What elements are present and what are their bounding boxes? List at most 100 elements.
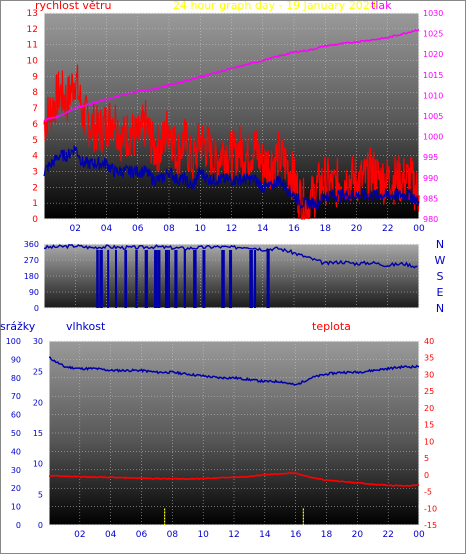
temperature-y-tick: -10 <box>424 504 437 513</box>
temperature-y-tick: -5 <box>424 488 432 497</box>
wind-y-tick: 9 <box>32 72 38 82</box>
wind-series-line <box>43 145 420 211</box>
wind-y-tick: 8 <box>32 88 38 98</box>
humidity-temperature-panel: 0102030405060708090100051015202530-15-10… <box>0 320 437 540</box>
graph-title: 24 hour graph day - 19 January 2024 <box>173 0 377 12</box>
wind-x-tick: 02 <box>70 224 81 234</box>
wind-x-tick: 14 <box>257 224 269 234</box>
wind-x-tick: 00 <box>413 224 425 234</box>
rain-y-tick: 10 <box>11 503 21 512</box>
pressure-y-tick: 1005 <box>423 112 443 121</box>
direction-drop <box>174 250 178 308</box>
rain-y-tick: 100 <box>6 337 21 346</box>
wind-y-tick: 7 <box>32 104 38 114</box>
direction-drop <box>168 250 170 308</box>
rain-y-tick: 80 <box>11 374 21 383</box>
temperature-y-tick: 25 <box>424 387 434 396</box>
direction-drop <box>183 250 186 308</box>
wind-y-tick: 12 <box>27 25 38 35</box>
rain-y-tick: 40 <box>11 447 21 456</box>
humidity-y-tick: 30 <box>33 337 43 346</box>
temperature-y-tick: 20 <box>424 404 434 413</box>
wind-y-tick: 1 <box>32 199 38 209</box>
wind-y-tick: 6 <box>32 120 38 130</box>
direction-drop <box>144 250 148 308</box>
wind-x-tick: 20 <box>351 224 363 234</box>
compass-label: E <box>437 286 444 299</box>
wind-x-tick: 10 <box>195 224 207 234</box>
temperature-y-tick: -15 <box>424 521 437 530</box>
wind-ticks: 02 04 06 08 10 12 14 16 18 20 22 000123456789101112… <box>27 9 444 234</box>
humidity-x-tick: 14 <box>259 530 271 540</box>
temperature-y-tick: 15 <box>424 421 434 430</box>
rain-label: srážky <box>0 320 36 333</box>
pressure-series-line <box>43 28 420 122</box>
direction-series-line <box>43 243 418 269</box>
direction-drop <box>107 250 110 308</box>
direction-drop <box>164 250 169 308</box>
rain-y-tick: 70 <box>11 392 21 401</box>
direction-y-tick: 90 <box>29 288 39 297</box>
rain-y-tick: 90 <box>11 355 21 364</box>
direction-series <box>43 243 418 308</box>
humidity-y-tick: 15 <box>33 429 43 438</box>
pressure-y-tick: 980 <box>423 215 438 224</box>
humidity-label: vlhkost <box>66 320 106 333</box>
pressure-label: tlak <box>371 0 392 12</box>
temperature-y-tick: 30 <box>424 370 434 379</box>
direction-drop <box>202 250 206 308</box>
direction-y-tick: 270 <box>24 256 39 265</box>
humidity-y-tick: 5 <box>38 490 43 499</box>
direction-y-tick: 360 <box>24 240 39 249</box>
rain-y-tick: 60 <box>11 411 21 420</box>
direction-drop <box>114 250 118 308</box>
wind-x-tick: 16 <box>288 224 300 234</box>
humidity-ticks: 0102030405060708090100051015202530-15-10… <box>6 337 437 540</box>
compass-label: N <box>436 302 444 315</box>
temperature-y-tick: 40 <box>424 337 434 346</box>
wind-y-tick: 0 <box>32 215 38 225</box>
pressure-y-tick: 990 <box>423 174 438 183</box>
wind-x-tick: 12 <box>226 224 237 234</box>
wind-x-tick: 06 <box>132 224 144 234</box>
compass-label: W <box>435 254 446 267</box>
wind-y-tick: 4 <box>32 152 38 162</box>
humidity-y-tick: 0 <box>38 521 43 530</box>
direction-drop <box>124 250 128 308</box>
direction-grid <box>44 243 420 309</box>
humidity-x-tick: 10 <box>197 530 209 540</box>
direction-drop <box>96 250 99 308</box>
wind-series <box>43 28 420 220</box>
direction-drop <box>266 250 270 308</box>
pressure-y-tick: 1015 <box>423 71 443 80</box>
wind-x-tick: 08 <box>163 224 175 234</box>
wind-speed-label: rychlost větru <box>35 0 111 12</box>
pressure-y-tick: 1010 <box>423 91 443 100</box>
rain-y-tick: 20 <box>11 484 21 493</box>
direction-drop <box>249 250 253 308</box>
wind-y-tick: 5 <box>32 136 38 146</box>
wind-y-tick: 11 <box>27 41 38 51</box>
humidity-y-tick: 20 <box>33 398 43 407</box>
temperature-y-tick: 35 <box>424 354 434 363</box>
direction-drop <box>154 250 158 308</box>
direction-drop <box>221 250 225 308</box>
pressure-y-tick: 1030 <box>423 9 443 18</box>
pressure-y-tick: 1020 <box>423 50 443 59</box>
humidity-x-tick: 08 <box>167 530 179 540</box>
temperature-y-tick: 10 <box>424 437 434 446</box>
direction-y-tick: 180 <box>24 272 39 281</box>
wind-grid <box>44 12 420 220</box>
humidity-x-tick: 04 <box>105 530 117 540</box>
wind-pressure-panel: 02 04 06 08 10 12 14 16 18 20 22 000123456789101112… <box>27 0 444 234</box>
rain-y-tick: 30 <box>11 466 21 475</box>
direction-drop <box>135 250 138 308</box>
pressure-y-tick: 1000 <box>423 133 443 142</box>
humidity-x-tick: 00 <box>413 530 425 540</box>
humidity-series <box>48 356 420 525</box>
humidity-x-tick: 18 <box>321 530 333 540</box>
